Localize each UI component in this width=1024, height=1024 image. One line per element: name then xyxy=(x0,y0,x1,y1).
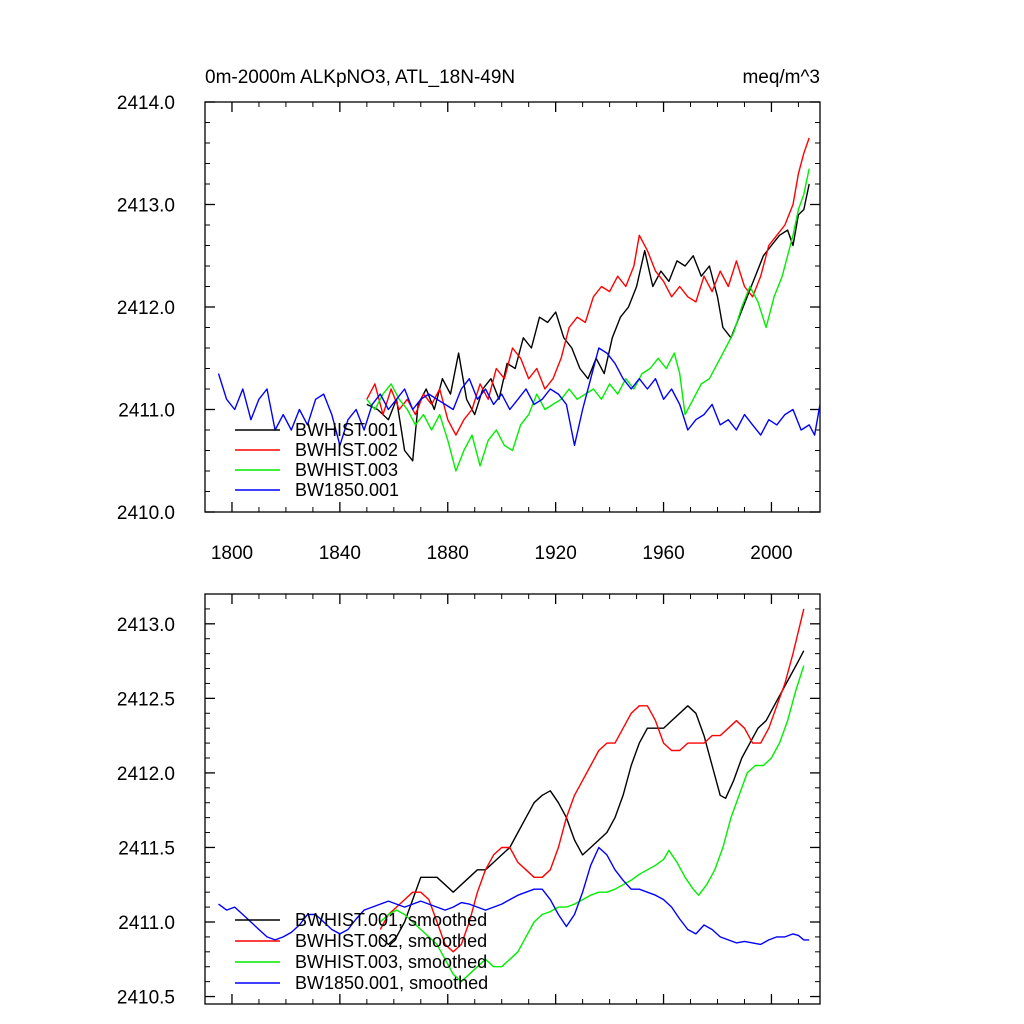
legend-label: BWHIST.003, smoothed xyxy=(295,952,487,972)
legend-label: BW1850.001, smoothed xyxy=(295,973,488,993)
x-tick-label: 1960 xyxy=(642,543,684,564)
y-tick-label: 2414.0 xyxy=(117,93,175,114)
legend-label: BWHIST.001 xyxy=(295,420,398,440)
series-line-bwhist-002 xyxy=(379,608,805,953)
y-tick-label: 2411.0 xyxy=(118,913,175,934)
series-line-bwhist-001 xyxy=(379,650,805,946)
chart-units: meq/m^3 xyxy=(742,67,820,88)
legend-label: BWHIST.003 xyxy=(295,460,398,480)
x-tick-label: 1920 xyxy=(535,543,577,564)
y-tick-label: 2411.5 xyxy=(118,838,175,859)
y-tick-label: 2412.0 xyxy=(117,764,175,785)
bottom-panel: 2410.5 2411.0 2411.5 2412.0 2412.5 2413.0 BWHI… xyxy=(117,593,821,1009)
series-line-bwhist-003 xyxy=(366,168,810,472)
series-line-bwhist-003 xyxy=(379,665,805,983)
legend-label: BWHIST.002, smoothed xyxy=(295,931,487,951)
legend-label: BWHIST.001, smoothed xyxy=(295,910,487,930)
plot-frame xyxy=(204,593,821,1005)
y-tick-label: 2413.0 xyxy=(117,615,175,636)
x-tick-label: 1840 xyxy=(319,543,361,564)
x-tick-label: 1880 xyxy=(427,543,469,564)
y-tick-label: 2411.0 xyxy=(118,401,175,422)
y-tick-label: 2412.5 xyxy=(117,689,175,710)
y-tick-label: 2412.0 xyxy=(117,298,175,319)
y-tick-label: 2410.0 xyxy=(117,503,175,524)
legend-label: BW1850.001 xyxy=(295,480,399,500)
series-line-bwhist-001 xyxy=(366,183,810,462)
legend-label: BWHIST.002 xyxy=(295,440,398,460)
x-tick-label: 1800 xyxy=(211,543,253,564)
y-tick-label: 2410.5 xyxy=(117,988,175,1009)
top-panel: 1800 1840 1880 1920 1960 2000 2410.0 2411.0 2412… xyxy=(117,67,821,564)
y-tick-label: 2413.0 xyxy=(117,196,175,217)
x-tick-label: 2000 xyxy=(750,543,792,564)
series-line-bw1850-001 xyxy=(218,846,810,946)
series-line-bw1850-001 xyxy=(217,347,820,447)
series-line-bwhist-002 xyxy=(366,137,810,436)
chart-title: 0m-2000m ALKpNO3, ATL_18N-49N xyxy=(205,67,515,88)
